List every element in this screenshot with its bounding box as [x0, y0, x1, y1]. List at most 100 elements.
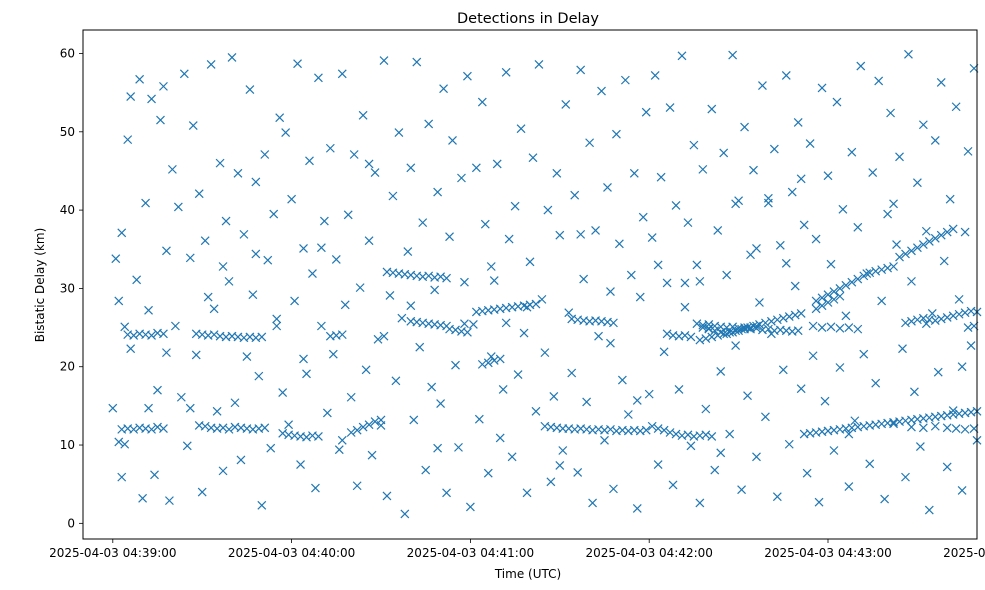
data-point: [653, 424, 663, 434]
data-point: [147, 424, 156, 434]
data-point: [486, 262, 496, 271]
data-point: [734, 326, 744, 336]
data-point: [138, 493, 148, 503]
data-point: [942, 462, 952, 472]
data-point: [889, 419, 898, 429]
data-point: [835, 323, 845, 333]
data-point: [695, 276, 705, 286]
data-point: [665, 428, 675, 437]
data-point: [337, 69, 347, 79]
data-point: [632, 504, 642, 513]
data-point: [835, 363, 845, 372]
data-point: [722, 270, 732, 280]
data-point: [930, 135, 940, 145]
data-point: [156, 115, 165, 125]
data-point: [930, 316, 940, 325]
data-point: [814, 497, 824, 507]
data-point: [877, 265, 887, 275]
data-point: [695, 498, 705, 508]
data-point: [567, 368, 577, 378]
data-point: [573, 468, 583, 477]
data-point: [835, 283, 845, 293]
data-point: [555, 230, 565, 240]
data-point: [772, 492, 782, 502]
data-point: [436, 399, 446, 408]
data-point: [561, 99, 571, 109]
data-point: [364, 236, 374, 246]
data-point: [251, 249, 261, 259]
data-point: [209, 304, 219, 314]
data-point: [170, 321, 180, 331]
data-point: [343, 210, 353, 220]
data-point: [918, 120, 928, 130]
data-point: [656, 172, 666, 182]
data-point: [766, 329, 776, 339]
data-point: [963, 146, 973, 156]
data-point: [465, 502, 475, 512]
data-point: [513, 370, 523, 379]
data-point: [576, 229, 586, 239]
data-point: [313, 73, 323, 83]
data-point: [811, 296, 821, 306]
data-point: [909, 387, 919, 397]
data-point: [808, 351, 818, 361]
y-tick-label: 10: [60, 438, 75, 452]
data-point: [614, 239, 624, 249]
data-point: [823, 298, 833, 307]
data-point: [606, 287, 615, 296]
data-point: [853, 274, 863, 284]
data-point: [406, 301, 416, 311]
data-point: [710, 326, 720, 336]
data-point: [147, 94, 156, 104]
data-point: [731, 199, 741, 209]
data-point: [611, 129, 621, 139]
data-point: [498, 385, 508, 394]
data-point: [689, 140, 699, 150]
data-point: [126, 92, 136, 101]
data-point: [305, 156, 314, 166]
data-point: [784, 439, 794, 449]
data-point: [912, 178, 922, 188]
y-tick-label: 40: [60, 203, 75, 217]
data-point: [820, 396, 830, 406]
data-point: [763, 324, 773, 334]
data-point: [534, 60, 544, 69]
data-point: [895, 252, 904, 262]
data-point: [397, 313, 407, 323]
data-point: [823, 171, 833, 181]
data-point: [403, 247, 413, 257]
data-point: [731, 341, 741, 351]
data-point: [707, 104, 717, 114]
data-point: [290, 296, 300, 306]
data-point: [647, 233, 657, 242]
data-point: [790, 310, 800, 320]
data-point: [847, 277, 857, 287]
data-point: [659, 425, 669, 435]
data-point: [907, 276, 916, 286]
data-point: [960, 308, 970, 318]
data-point: [695, 335, 705, 345]
data-point: [778, 313, 788, 323]
data-point: [805, 139, 815, 148]
data-point: [838, 204, 848, 214]
data-point: [117, 228, 127, 238]
data-point: [826, 322, 836, 332]
data-point: [212, 406, 222, 416]
data-point: [141, 198, 151, 208]
data-point: [296, 460, 305, 470]
data-point: [272, 321, 282, 331]
data-point: [766, 316, 776, 326]
data-point: [793, 326, 803, 336]
data-point: [901, 249, 910, 259]
data-point: [337, 330, 347, 340]
data-point: [865, 268, 875, 278]
data-point: [671, 200, 681, 210]
data-point: [451, 325, 460, 335]
data-point: [287, 194, 297, 204]
y-tick-label: 30: [60, 281, 75, 295]
data-point: [385, 291, 395, 300]
data-point: [489, 356, 499, 365]
data-point: [737, 485, 747, 495]
data-point: [480, 219, 490, 229]
data-point: [549, 392, 559, 401]
